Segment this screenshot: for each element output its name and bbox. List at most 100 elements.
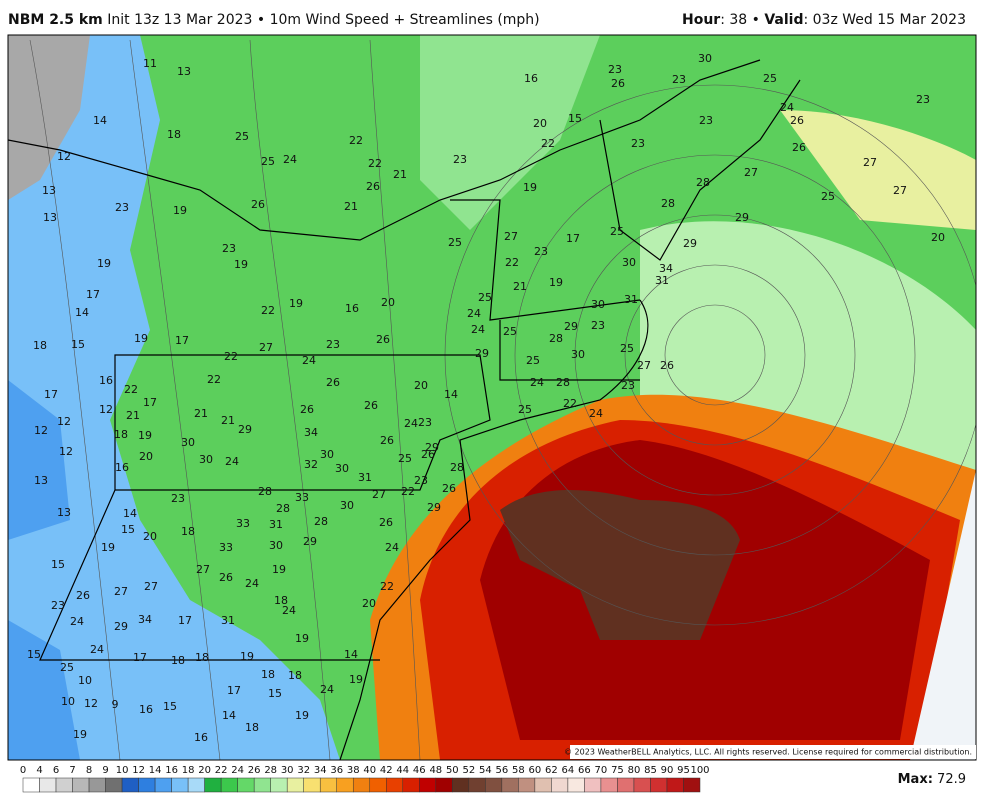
wind-speed-label: 10 <box>78 674 92 687</box>
wind-speed-label: 30 <box>181 436 195 449</box>
hour-label: Hour <box>682 12 720 28</box>
valid-label: Valid <box>764 12 803 28</box>
wind-speed-label: 22 <box>207 373 221 386</box>
wind-speed-label: 26 <box>790 114 804 127</box>
wind-speed-label: 12 <box>59 445 73 458</box>
wind-speed-label: 34 <box>304 426 318 439</box>
wind-speed-label: 23 <box>621 379 635 392</box>
colorbar-swatch <box>650 777 668 793</box>
colorbar-tick-label: 44 <box>396 765 409 776</box>
wind-speed-label: 27 <box>637 359 651 372</box>
colorbar-tick-label: 6 <box>53 765 59 776</box>
wind-speed-label: 24 <box>70 615 84 628</box>
wind-speed-label: 19 <box>272 563 286 576</box>
wind-speed-label: 29 <box>114 620 128 633</box>
wind-speed-label: 25 <box>60 661 74 674</box>
wind-speed-label: 31 <box>358 471 372 484</box>
wind-speed-label: 26 <box>421 448 435 461</box>
wind-speed-label: 27 <box>144 580 158 593</box>
wind-speed-label: 25 <box>398 452 412 465</box>
yellow-region <box>780 110 976 230</box>
light-green-region <box>420 35 600 230</box>
wind-speed-label: 15 <box>51 558 65 571</box>
wind-speed-label: 26 <box>366 180 380 193</box>
wind-speed-label: 19 <box>73 728 87 741</box>
wind-speed-label: 17 <box>44 388 58 401</box>
max: Max: 72.9 <box>898 772 966 787</box>
brown-core <box>500 490 740 640</box>
wind-speed-label: 18 <box>167 128 181 141</box>
wind-speed-label: 30 <box>340 499 354 512</box>
colorbar-tick-label: 85 <box>644 765 657 776</box>
colorbar-tick-label: 64 <box>562 765 575 776</box>
wind-speed-label: 24 <box>589 407 603 420</box>
wind-speed-label: 26 <box>364 399 378 412</box>
wind-speed-label: 10 <box>61 695 75 708</box>
wind-speed-label: 17 <box>175 334 189 347</box>
colorbar-swatch <box>551 777 569 793</box>
wind-speed-label: 28 <box>549 332 563 345</box>
wind-speed-label: 26 <box>611 77 625 90</box>
wind-speed-label: 24 <box>320 683 334 696</box>
wind-speed-label: 23 <box>115 201 129 214</box>
wind-speed-label: 27 <box>259 341 273 354</box>
wind-speed-label: 15 <box>568 112 582 125</box>
wind-speed-label: 12 <box>34 424 48 437</box>
wind-speed-label: 26 <box>251 198 265 211</box>
colorbar-tick-label: 54 <box>479 765 492 776</box>
wind-speed-label: 33 <box>219 541 233 554</box>
wind-speed-label: 16 <box>115 461 129 474</box>
colorbar-swatch <box>138 777 156 793</box>
colorbar-swatch <box>386 777 404 793</box>
wind-speed-label: 28 <box>556 376 570 389</box>
wind-speed-label: 29 <box>238 423 252 436</box>
wind-speed-label: 34 <box>138 613 152 626</box>
title: NBM 2.5 km Init 13z 13 Mar 2023 • 10m Wi… <box>8 12 540 28</box>
colorbar-swatch <box>39 777 57 793</box>
wind-speed-label: 23 <box>171 492 185 505</box>
wind-speed-label: 14 <box>93 114 107 127</box>
wind-speed-label: 19 <box>134 332 148 345</box>
colorbar-swatch <box>286 777 304 793</box>
wind-speed-label: 17 <box>133 651 147 664</box>
wind-speed-label: 19 <box>295 632 309 645</box>
wind-speed-label: 26 <box>76 589 90 602</box>
description: Init 13z 13 Mar 2023 • 10m Wind Speed + … <box>107 12 539 28</box>
wind-speed-label: 20 <box>931 231 945 244</box>
wind-speed-label: 26 <box>442 482 456 495</box>
colorbar-swatch <box>683 777 701 793</box>
wind-speed-label: 25 <box>518 403 532 416</box>
colorbar-swatch <box>452 777 470 793</box>
colorbar-tick-label: 52 <box>462 765 475 776</box>
wind-speed-label: 18 <box>261 668 275 681</box>
colorbar-swatch <box>55 777 73 793</box>
wind-speed-label: 31 <box>655 274 669 287</box>
wind-speed-label: 13 <box>177 65 191 78</box>
wind-speed-label: 22 <box>261 304 275 317</box>
wind-speed-label: 15 <box>27 648 41 661</box>
colorbar-tick-label: 26 <box>248 765 261 776</box>
colorbar-swatch <box>518 777 536 793</box>
wind-speed-label: 24 <box>780 101 794 114</box>
wind-speed-label: 19 <box>549 276 563 289</box>
wind-speed-label: 20 <box>362 597 376 610</box>
wind-speed-label: 25 <box>261 155 275 168</box>
colorbar-tick-label: 14 <box>149 765 162 776</box>
wind-speed-label: 23 <box>916 93 930 106</box>
wind-speed-label: 26 <box>219 571 233 584</box>
wind-speed-label: 27 <box>744 166 758 179</box>
wind-speed-label: 29 <box>475 347 489 360</box>
colorbar-tick-label: 34 <box>314 765 327 776</box>
wind-speed-label: 18 <box>274 594 288 607</box>
wind-speed-label: 17 <box>566 232 580 245</box>
colorbar-tick-label: 66 <box>578 765 591 776</box>
wind-speed-label: 23 <box>418 416 432 429</box>
no-data <box>910 470 976 760</box>
wind-speed-label: 14 <box>222 709 236 722</box>
colorbar-tick-label: 30 <box>281 765 294 776</box>
wind-speed-label: 15 <box>71 338 85 351</box>
colorbar-tick-label: 36 <box>330 765 343 776</box>
wind-speed-label: 15 <box>163 700 177 713</box>
wind-speed-label: 25 <box>503 325 517 338</box>
